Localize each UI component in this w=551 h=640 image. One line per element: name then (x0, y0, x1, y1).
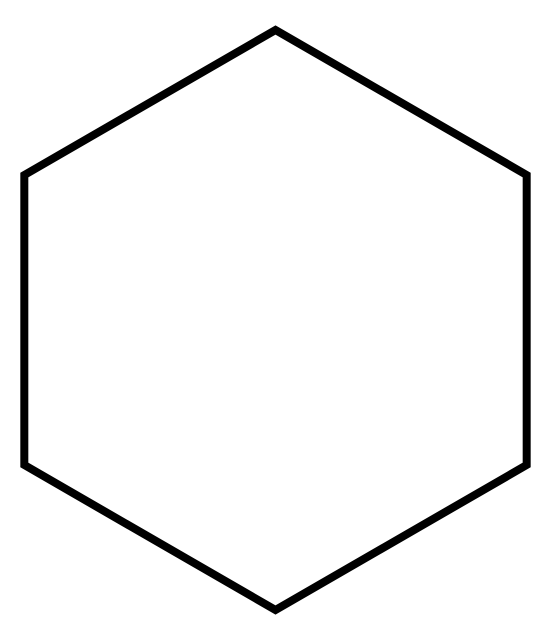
hexagon-svg (0, 0, 551, 640)
hexagon-shape (24, 30, 526, 610)
hexagon-diagram (0, 0, 551, 640)
